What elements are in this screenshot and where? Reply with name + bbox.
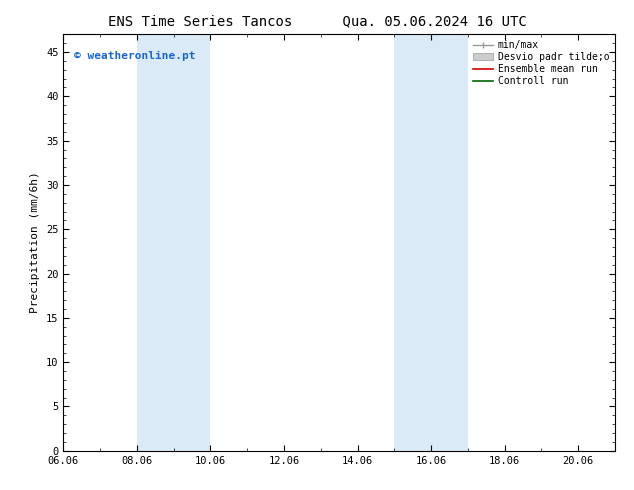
Bar xyxy=(394,34,431,451)
Text: ENS Time Series Tancos      Qua. 05.06.2024 16 UTC: ENS Time Series Tancos Qua. 05.06.2024 1… xyxy=(108,15,526,29)
Y-axis label: Precipitation (mm/6h): Precipitation (mm/6h) xyxy=(30,172,41,314)
Text: © weatheronline.pt: © weatheronline.pt xyxy=(74,51,196,61)
Legend: min/max, Desvio padr tilde;o, Ensemble mean run, Controll run: min/max, Desvio padr tilde;o, Ensemble m… xyxy=(469,36,613,90)
Bar xyxy=(137,34,174,451)
Bar xyxy=(174,34,210,451)
Bar xyxy=(431,34,468,451)
